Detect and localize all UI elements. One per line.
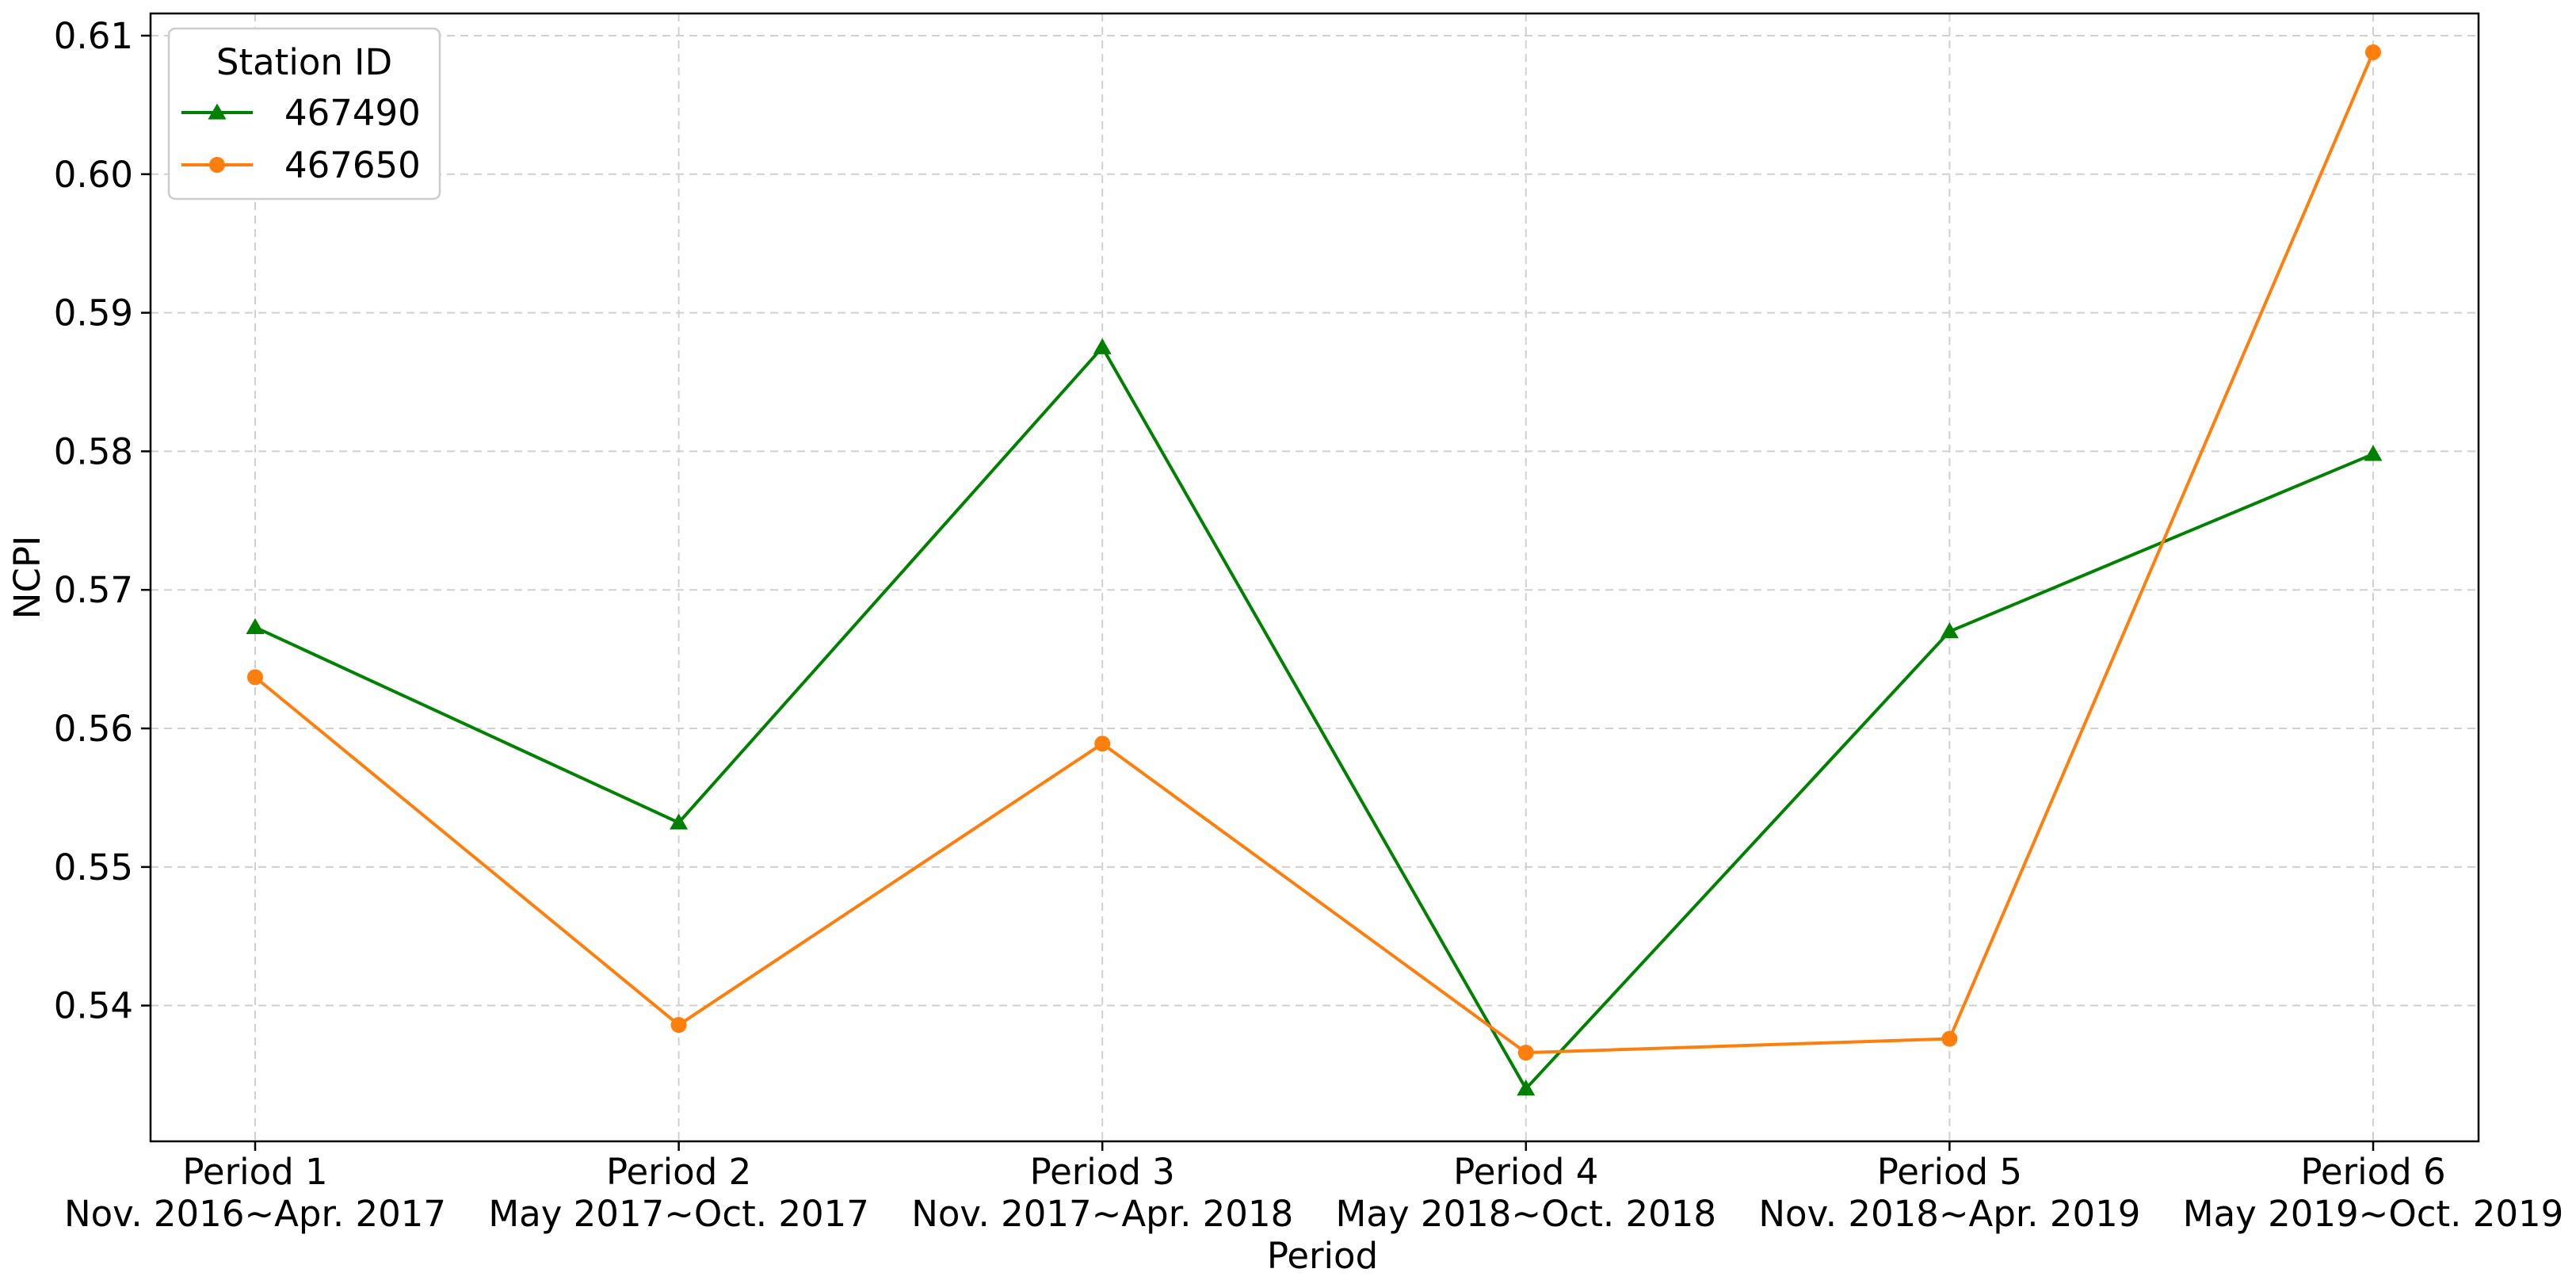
- data-point-triangle: [670, 813, 689, 830]
- x-tick-label: May 2019~Oct. 2019: [2183, 1193, 2564, 1235]
- x-tick-label: Period 4: [1453, 1151, 1598, 1193]
- grid: [151, 13, 2479, 1141]
- legend-box: [167, 27, 441, 201]
- x-tick-label: May 2017~Oct. 2017: [488, 1193, 869, 1235]
- data-point-circle: [247, 669, 263, 686]
- x-tick-label: May 2018~Oct. 2018: [1336, 1193, 1717, 1235]
- plot-frame: [149, 12, 2480, 1143]
- legend-title: Station ID: [216, 41, 392, 83]
- y-tick-label: 0.59: [54, 292, 133, 334]
- series-layer: [246, 44, 2383, 1096]
- legend-label: 467490: [284, 92, 421, 134]
- x-tick-label: Period 2: [606, 1151, 751, 1193]
- data-point-triangle: [208, 103, 227, 120]
- y-tick-label: 0.61: [54, 15, 133, 57]
- y-tick-label: 0.56: [54, 708, 133, 750]
- data-point-triangle: [1517, 1080, 1536, 1096]
- legend-entry-467490: 467490: [181, 92, 421, 134]
- series-line-467650: [254, 52, 2375, 1055]
- series-line-467490: [254, 346, 2374, 1091]
- y-tick-label: 0.54: [54, 985, 133, 1027]
- y-axis-label: NCPI: [6, 536, 48, 620]
- y-tick-label: 0.60: [54, 154, 133, 196]
- x-tick-label: Period 5: [1877, 1151, 2022, 1193]
- data-point-triangle: [246, 617, 265, 635]
- data-point-circle: [1941, 1030, 1958, 1047]
- y-tick-label: 0.55: [54, 846, 133, 888]
- y-tick-label: 0.58: [54, 430, 133, 472]
- data-point-circle: [2365, 44, 2381, 60]
- x-tick-label: Period 3: [1030, 1151, 1175, 1193]
- series-467650: [247, 44, 2381, 1061]
- legend-label: 467650: [284, 144, 421, 186]
- x-axis-label: Period: [1267, 1235, 1378, 1277]
- data-point-triangle: [1940, 622, 1959, 639]
- legend: Station ID 467490 467650: [167, 27, 441, 201]
- x-tick-label: Nov. 2016~Apr. 2017: [64, 1193, 446, 1235]
- data-point-circle: [670, 1017, 687, 1034]
- y-axis: 0.54 0.55 0.56 0.57 0.58 0.59 0.60 0.61: [54, 15, 151, 1027]
- x-tick-label: Period 6: [2300, 1151, 2445, 1193]
- data-point-circle: [1094, 736, 1111, 752]
- x-tick-label: Period 1: [182, 1151, 327, 1193]
- x-tick-label: Nov. 2017~Apr. 2018: [911, 1193, 1293, 1235]
- x-tick-label: Nov. 2018~Apr. 2019: [1758, 1193, 2140, 1235]
- data-point-circle: [1517, 1045, 1534, 1061]
- series-467490: [246, 338, 2383, 1096]
- legend-entry-467650: 467650: [181, 144, 421, 186]
- y-tick-label: 0.57: [54, 569, 133, 611]
- data-point-triangle: [1093, 338, 1112, 354]
- data-point-triangle: [2364, 445, 2383, 461]
- data-point-circle: [209, 157, 225, 173]
